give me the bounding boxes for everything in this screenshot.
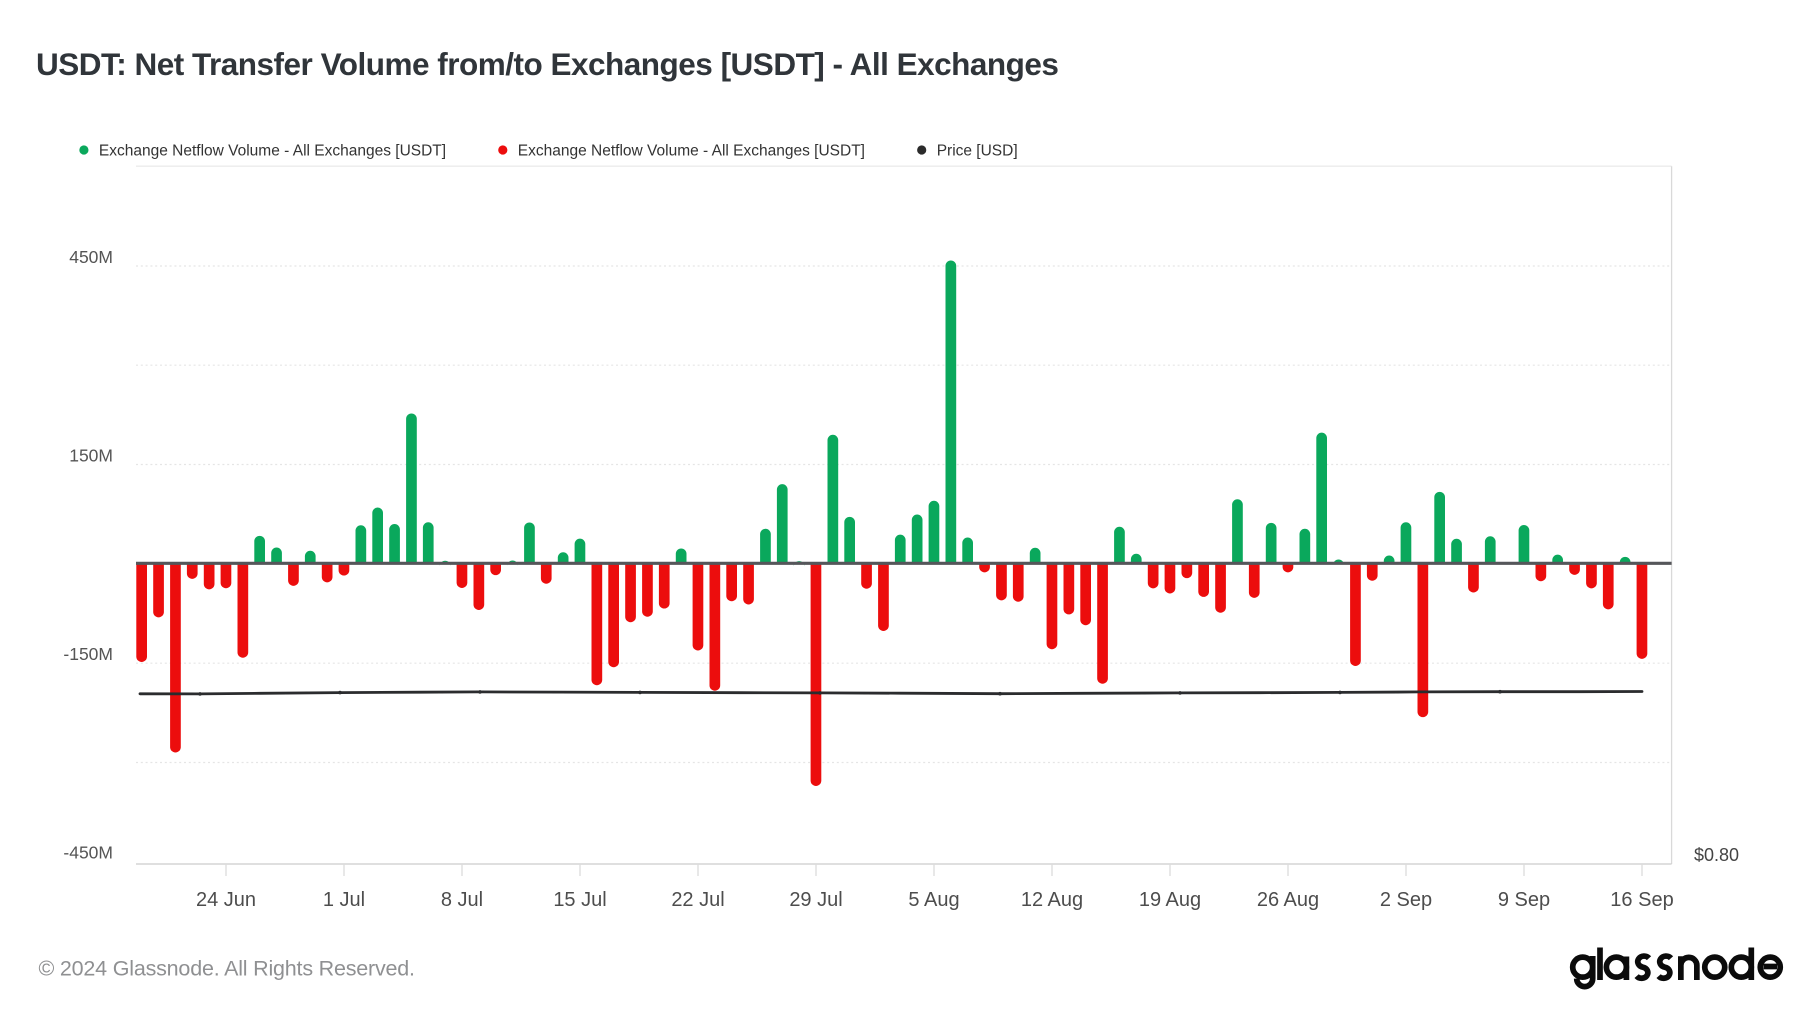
- svg-text:1 Jul: 1 Jul: [323, 889, 365, 911]
- svg-text:$0.80: $0.80: [1694, 845, 1739, 865]
- svg-text:22 Jul: 22 Jul: [671, 889, 724, 911]
- svg-text:26 Aug: 26 Aug: [1257, 889, 1319, 911]
- svg-text:24 Jun: 24 Jun: [196, 889, 256, 911]
- svg-text:12 Aug: 12 Aug: [1021, 889, 1083, 911]
- svg-text:2 Sep: 2 Sep: [1380, 889, 1432, 911]
- svg-text:16 Sep: 16 Sep: [1610, 889, 1673, 911]
- svg-text:Price [USD]: Price [USD]: [937, 142, 1018, 159]
- svg-text:150M: 150M: [69, 445, 113, 465]
- svg-text:9 Sep: 9 Sep: [1498, 889, 1550, 911]
- svg-text:Exchange Netflow Volume - All: Exchange Netflow Volume - All Exchanges …: [99, 142, 446, 159]
- svg-text:5 Aug: 5 Aug: [908, 889, 959, 911]
- svg-text:15 Jul: 15 Jul: [553, 889, 606, 911]
- svg-text:© 2024 Glassnode. All Rights R: © 2024 Glassnode. All Rights Reserved.: [39, 957, 415, 981]
- svg-text:-150M: -150M: [63, 644, 113, 664]
- svg-text:Exchange Netflow Volume - All: Exchange Netflow Volume - All Exchanges …: [518, 142, 865, 159]
- svg-text:29 Jul: 29 Jul: [789, 889, 842, 911]
- svg-text:19 Aug: 19 Aug: [1139, 889, 1201, 911]
- svg-text:-450M: -450M: [63, 843, 113, 863]
- svg-text:USDT: Net Transfer Volume from: USDT: Net Transfer Volume from/to Exchan…: [36, 46, 1058, 82]
- svg-text:8 Jul: 8 Jul: [441, 889, 483, 911]
- svg-text:450M: 450M: [69, 247, 113, 267]
